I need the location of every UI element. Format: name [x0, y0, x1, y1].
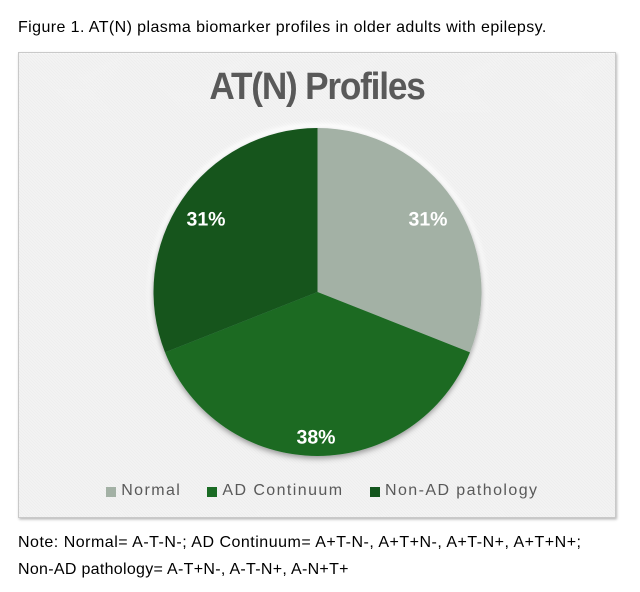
svg-text:38%: 38%: [296, 427, 335, 449]
svg-text:31%: 31%: [186, 209, 225, 231]
svg-text:31%: 31%: [408, 209, 447, 231]
